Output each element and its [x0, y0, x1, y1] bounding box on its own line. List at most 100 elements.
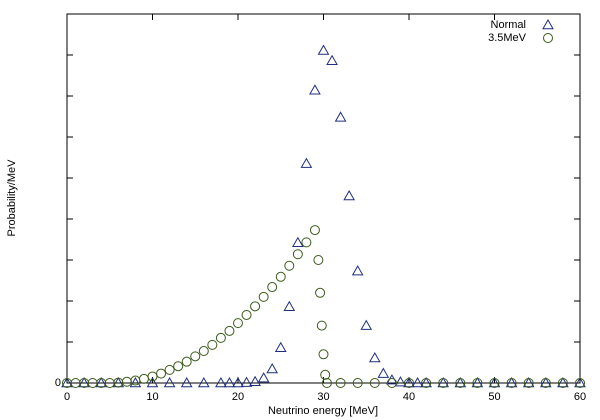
triangle-marker	[266, 363, 279, 374]
triangle-marker	[249, 375, 261, 387]
triangle-marker	[505, 376, 518, 388]
circle-marker	[316, 320, 327, 331]
triangle-marker	[420, 376, 432, 388]
triangle-marker	[411, 376, 424, 388]
circle-marker	[138, 373, 149, 384]
circle-marker	[335, 378, 346, 388]
triangle-marker	[257, 372, 270, 383]
circle-marker	[156, 368, 167, 379]
triangle-marker	[488, 376, 501, 388]
circle-marker	[190, 351, 201, 362]
circle-marker	[173, 361, 184, 372]
triangle-marker	[394, 376, 407, 387]
circle-marker	[472, 378, 483, 388]
circle-marker	[181, 356, 192, 367]
circle-marker	[318, 349, 329, 360]
triangle-marker	[437, 376, 450, 388]
circle-marker	[275, 271, 286, 282]
triangle-marker	[146, 376, 159, 388]
x-tick-label: 10	[146, 391, 158, 403]
circle-marker	[313, 255, 324, 265]
y-axis-label: Probability/MeV	[6, 159, 18, 237]
circle-marker	[523, 378, 534, 388]
triangle-marker	[274, 341, 287, 352]
circle-marker	[386, 378, 397, 388]
triangle-marker	[368, 351, 381, 363]
triangle-marker	[78, 376, 90, 388]
x-tick-label: 60	[574, 391, 586, 403]
circle-marker	[224, 325, 235, 336]
circle-marker	[284, 260, 295, 271]
triangle-marker	[129, 376, 142, 388]
triangle-marker	[377, 367, 390, 378]
legend-marker	[543, 33, 553, 43]
triangle-marker	[197, 376, 210, 388]
triangle-marker	[309, 84, 321, 95]
x-tick-label: 30	[317, 391, 329, 403]
triangle-marker	[232, 376, 244, 388]
circle-marker	[369, 378, 380, 388]
y-tick-label: 0	[55, 377, 61, 389]
triangle-marker	[240, 376, 253, 387]
circle-marker	[540, 378, 551, 388]
circle-marker	[267, 282, 278, 293]
triangle-marker	[215, 376, 227, 388]
triangle-marker	[360, 319, 373, 330]
triangle-marker	[574, 376, 586, 388]
circle-marker	[506, 378, 517, 388]
triangle-marker	[351, 265, 364, 276]
triangle-marker	[539, 376, 552, 388]
circle-marker	[121, 376, 132, 387]
x-tick-label: 40	[403, 391, 415, 403]
triangle-marker	[454, 376, 467, 388]
circle-marker	[455, 378, 466, 388]
triangle-marker	[61, 376, 73, 388]
circle-marker	[321, 378, 332, 388]
triangle-marker	[343, 190, 356, 201]
circle-marker	[207, 339, 218, 350]
triangle-marker	[291, 236, 304, 248]
circle-marker	[352, 378, 363, 388]
triangle-marker	[334, 111, 347, 122]
circle-marker	[241, 309, 252, 320]
plot-frame	[66, 13, 581, 384]
legend-marker	[542, 18, 554, 30]
circle-marker	[292, 249, 303, 260]
triangle-marker	[471, 376, 484, 388]
circle-marker	[164, 364, 175, 375]
circle-marker	[421, 378, 432, 388]
triangle-marker	[326, 54, 338, 65]
x-tick-label: 50	[488, 391, 500, 403]
x-tick-label: 20	[232, 391, 244, 403]
circle-marker	[198, 346, 209, 357]
circle-marker	[489, 378, 500, 388]
triangle-marker	[95, 376, 108, 388]
triangle-marker	[300, 157, 313, 168]
circle-marker	[575, 378, 585, 388]
legend-label: Normal	[491, 19, 526, 31]
circle-marker	[557, 378, 568, 388]
x-axis-label: Neutrino energy [MeV]	[268, 405, 378, 417]
circle-marker	[258, 291, 269, 302]
circle-marker	[309, 225, 320, 236]
triangle-marker	[163, 376, 176, 388]
triangle-marker	[403, 376, 415, 388]
circle-marker	[233, 318, 243, 329]
circle-marker	[315, 287, 326, 298]
circle-marker	[301, 237, 312, 248]
circle-marker	[215, 332, 226, 343]
circle-marker	[438, 378, 449, 388]
triangle-marker	[317, 44, 330, 55]
x-tick-label: 0	[64, 391, 70, 403]
triangle-marker	[557, 376, 569, 388]
circle-marker	[404, 378, 414, 388]
circle-marker	[320, 369, 331, 380]
triangle-marker	[522, 376, 535, 388]
triangle-marker	[180, 376, 193, 388]
triangle-marker	[223, 376, 236, 388]
circle-marker	[250, 301, 261, 312]
legend-label: 3.5MeV	[488, 32, 527, 44]
triangle-marker	[283, 300, 296, 311]
